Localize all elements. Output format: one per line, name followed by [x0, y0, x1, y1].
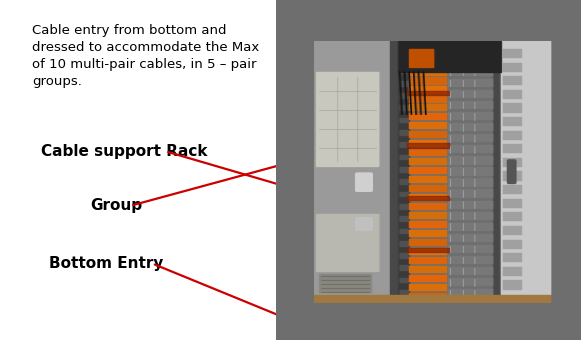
Text: Bottom Entry: Bottom Entry [49, 256, 164, 271]
Text: Cable support Rack: Cable support Rack [41, 144, 207, 159]
Text: Group: Group [90, 198, 142, 213]
Text: Cable entry from bottom and
dressed to accommodate the Max
of 10 multi-pair cabl: Cable entry from bottom and dressed to a… [32, 24, 259, 88]
